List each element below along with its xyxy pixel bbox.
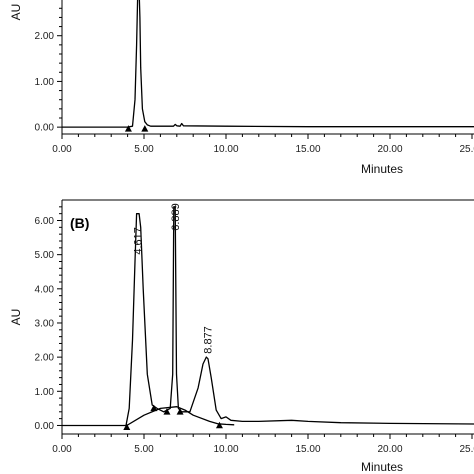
- integration-marker: [163, 408, 171, 415]
- integration-marker: [215, 421, 223, 429]
- x-tick-label: 10.00: [213, 144, 238, 155]
- y-axis-title: AU: [9, 4, 23, 21]
- y-axis-title: AU: [9, 309, 23, 326]
- x-tick-label: 25.00: [459, 144, 474, 155]
- x-tick-label: 25.00: [459, 444, 474, 455]
- x-axis-title: Minutes: [361, 162, 403, 176]
- y-tick-label: 6.00: [35, 216, 55, 227]
- y-tick-label: 1.00: [35, 387, 55, 398]
- peak-retention-label: 6.889: [170, 203, 182, 231]
- y-tick-label: 5.00: [35, 250, 55, 261]
- x-tick-label: 15.00: [295, 144, 320, 155]
- x-tick-label: 10.00: [213, 444, 238, 455]
- y-tick-label: 0.00: [35, 123, 55, 134]
- y-tick-label: 0.00: [35, 421, 55, 432]
- integration-marker: [150, 404, 158, 412]
- chromatogram-panel-a: 0.00 5.00 10.00 15.00 20.00 25.00 0.00 1.00 2.00…: [9, 0, 474, 176]
- y-tick-label: 2.00: [35, 31, 55, 42]
- y-tick-label: 3.00: [35, 318, 55, 329]
- x-tick-label: 0.00: [52, 444, 72, 455]
- peak-retention-label: 8.877: [203, 326, 215, 354]
- panel-label: (B): [70, 215, 89, 231]
- x-tick-label: 5.00: [134, 144, 154, 155]
- peak-retention-label: 4.617: [133, 227, 145, 255]
- series-line-1: [62, 206, 474, 427]
- x-tick-label: 20.00: [377, 144, 402, 155]
- integration-marker: [176, 408, 184, 415]
- chromatogram-panel-b: 0.00 5.00 10.00 15.00 20.00 25.00 0.00 1.00 2.00…: [9, 199, 474, 474]
- x-tick-label: 5.00: [134, 444, 154, 455]
- y-tick-label: 1.00: [35, 77, 55, 88]
- series-line-2: [126, 406, 235, 427]
- y-tick-label: 2.00: [35, 353, 55, 364]
- y-tick-label: 4.00: [35, 284, 55, 295]
- series-line-1: [62, 0, 474, 128]
- x-tick-label: 15.00: [295, 444, 320, 455]
- integration-marker: [141, 125, 149, 132]
- x-tick-label: 20.00: [377, 444, 402, 455]
- integration-marker: [123, 423, 131, 430]
- integration-marker: [124, 125, 132, 132]
- x-tick-label: 0.00: [52, 144, 72, 155]
- x-axis-title: Minutes: [361, 460, 403, 474]
